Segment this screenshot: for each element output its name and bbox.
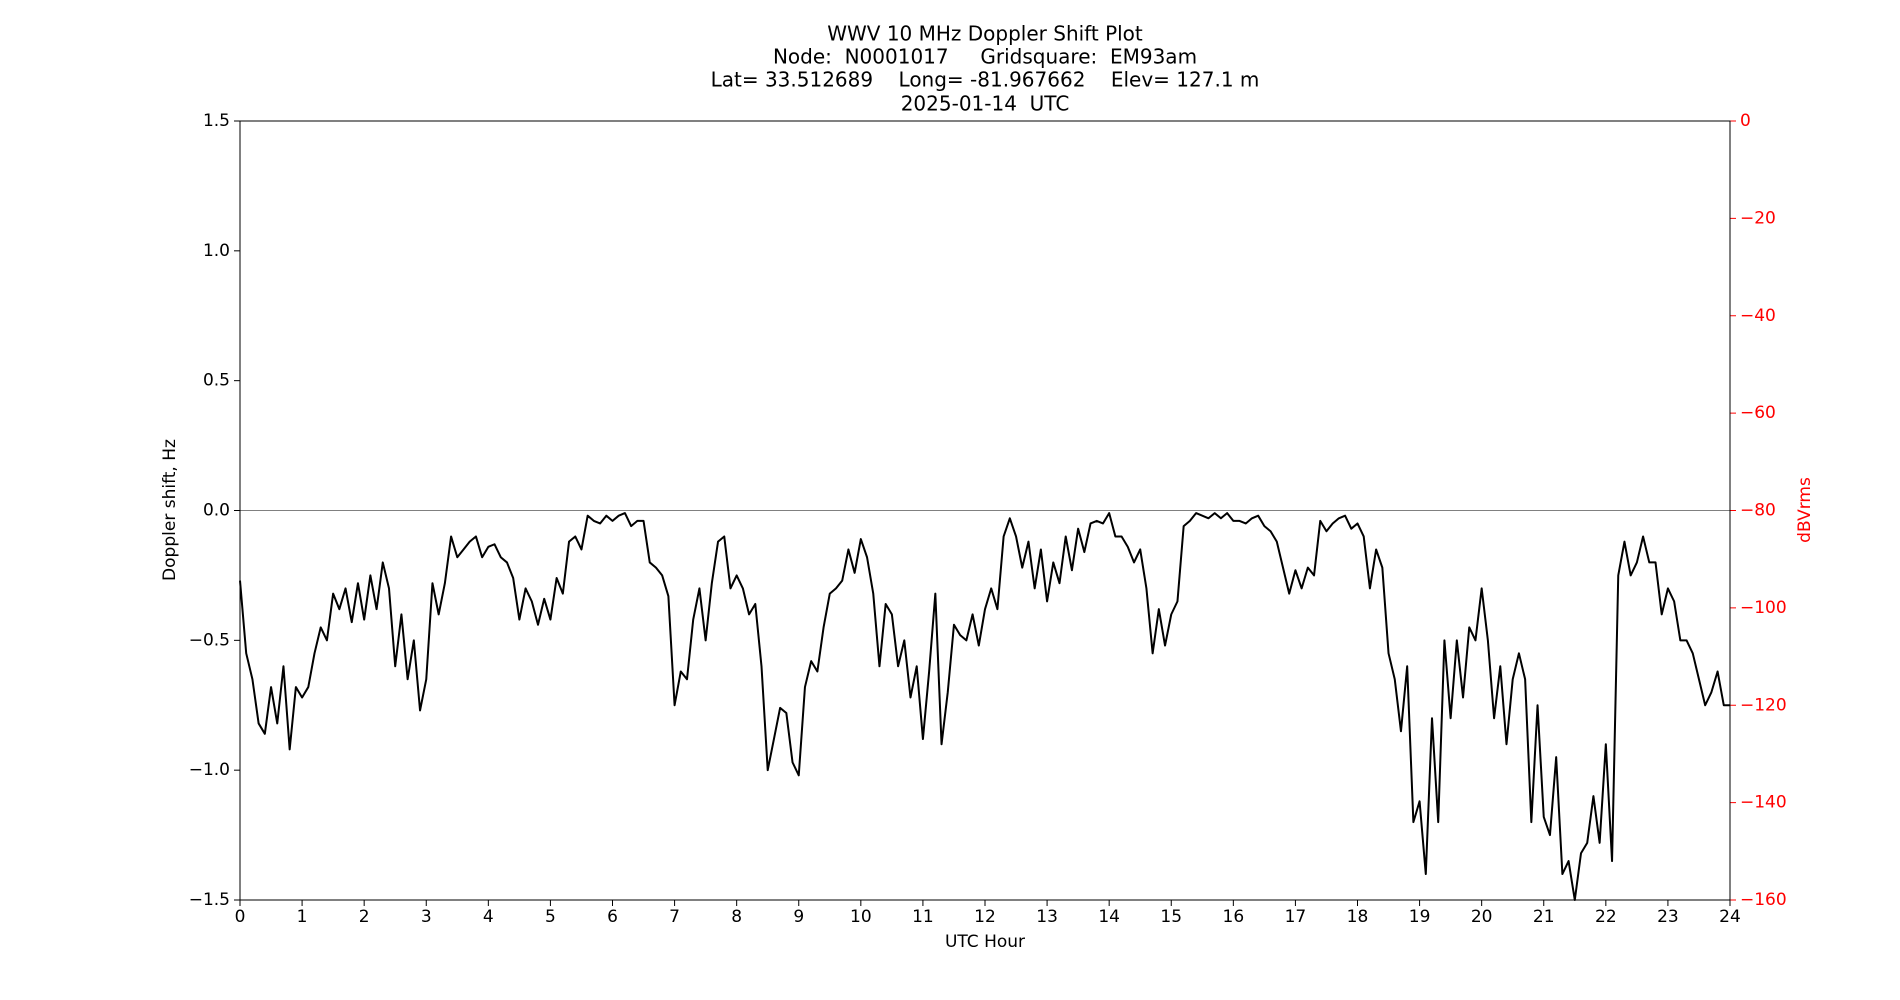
x-tick-label: 4 bbox=[483, 907, 494, 927]
y-tick-label: −0.5 bbox=[189, 630, 230, 650]
plot-frame bbox=[239, 120, 1731, 901]
y-tick-label: 1.5 bbox=[203, 111, 230, 131]
x-tick-label: 17 bbox=[1285, 907, 1307, 927]
x-tick-label: 5 bbox=[545, 907, 556, 927]
chart-subtitle: Lat= 33.512689 Long= -81.967662 Elev= 12… bbox=[711, 68, 1260, 92]
x-tick-label: 19 bbox=[1409, 907, 1431, 927]
x-tick-label: 1 bbox=[297, 907, 308, 927]
x-tick-label: 3 bbox=[421, 907, 432, 927]
y-tick-label: 1.0 bbox=[203, 241, 230, 261]
x-tick-label: 7 bbox=[669, 907, 680, 927]
x-tick-label: 10 bbox=[850, 907, 872, 927]
x-tick-label: 14 bbox=[1098, 907, 1120, 927]
x-axis-label: UTC Hour bbox=[945, 932, 1025, 952]
y-axis-label: Doppler shift, Hz bbox=[160, 439, 180, 581]
x-tick-label: 9 bbox=[793, 907, 804, 927]
data-line bbox=[239, 512, 1730, 901]
x-tick-label: 8 bbox=[731, 907, 742, 927]
x-tick-label: 12 bbox=[974, 907, 996, 927]
x-tick-label: 18 bbox=[1347, 907, 1369, 927]
x-tick-label: 21 bbox=[1533, 907, 1555, 927]
y-tick-label: 0.5 bbox=[203, 371, 230, 391]
x-tick-label: 6 bbox=[607, 907, 618, 927]
y2-tick-label: −120 bbox=[1740, 695, 1787, 715]
x-tick-label: 16 bbox=[1223, 907, 1245, 927]
y2-tick-label: −60 bbox=[1740, 403, 1776, 423]
x-tick-label: 15 bbox=[1160, 907, 1182, 927]
y2-tick-label: −160 bbox=[1740, 890, 1787, 910]
y-tick-label: −1.5 bbox=[189, 890, 230, 910]
chart-subtitle: Node: N0001017 Gridsquare: EM93am bbox=[773, 45, 1197, 69]
y2-tick-label: −140 bbox=[1740, 793, 1787, 813]
y2-tick-label: 0 bbox=[1740, 111, 1751, 131]
y-tick-label: −1.0 bbox=[189, 760, 230, 780]
x-tick-label: 22 bbox=[1595, 907, 1617, 927]
y2-axis-label: dBVrms bbox=[1795, 477, 1815, 543]
y2-tick-label: −80 bbox=[1740, 501, 1776, 521]
y-tick-label: 0.0 bbox=[203, 501, 230, 521]
y2-tick-label: −100 bbox=[1740, 598, 1787, 618]
chart-subtitle: 2025-01-14 UTC bbox=[901, 92, 1070, 116]
y2-tick-label: −20 bbox=[1740, 208, 1776, 228]
x-tick-label: 11 bbox=[912, 907, 934, 927]
x-tick-label: 23 bbox=[1657, 907, 1679, 927]
x-tick-label: 24 bbox=[1719, 907, 1741, 927]
chart-title: WWV 10 MHz Doppler Shift Plot bbox=[827, 22, 1143, 46]
x-tick-label: 13 bbox=[1036, 907, 1058, 927]
x-tick-label: 0 bbox=[235, 907, 246, 927]
x-tick-label: 2 bbox=[359, 907, 370, 927]
y2-tick-label: −40 bbox=[1740, 306, 1776, 326]
x-tick-label: 20 bbox=[1471, 907, 1493, 927]
